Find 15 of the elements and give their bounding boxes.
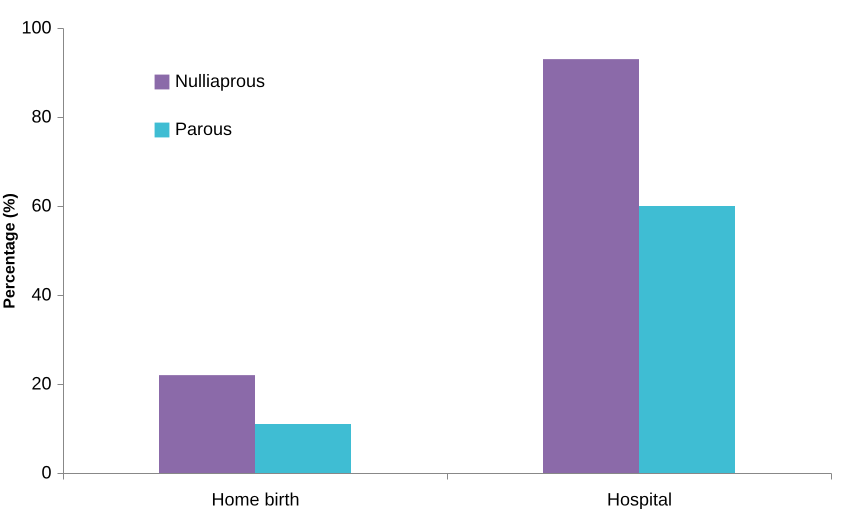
x-tick-label: Home birth: [211, 490, 300, 510]
legend-label: Nulliaprous: [175, 71, 266, 91]
legend-label: Parous: [175, 119, 232, 139]
y-axis-title: Percentage (%): [1, 193, 18, 309]
y-tick-label: 60: [31, 196, 52, 216]
bar: [543, 59, 639, 473]
y-tick-label: 100: [21, 18, 52, 38]
bar: [159, 375, 255, 473]
y-tick-label: 20: [31, 374, 52, 394]
y-tick-label: 40: [31, 284, 52, 304]
y-tick-label: 0: [41, 462, 52, 482]
bar: [639, 206, 735, 473]
y-tick-label: 80: [31, 106, 52, 126]
bar: [255, 424, 351, 473]
x-tick-label: Hospital: [606, 490, 672, 510]
